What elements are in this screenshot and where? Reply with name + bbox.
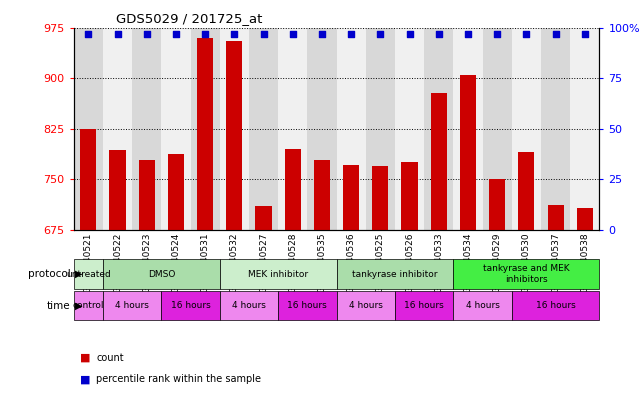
- Point: [288, 30, 298, 37]
- Bar: [256, 206, 272, 230]
- Text: percentile rank within the sample: percentile rank within the sample: [96, 374, 261, 384]
- Bar: [110, 150, 126, 230]
- Text: 4 hours: 4 hours: [115, 301, 149, 310]
- Bar: [162, 28, 190, 230]
- Bar: [132, 28, 162, 230]
- Bar: [424, 28, 453, 230]
- Point: [463, 30, 473, 37]
- Point: [83, 30, 94, 37]
- Point: [492, 30, 503, 37]
- Text: 16 hours: 16 hours: [171, 301, 210, 310]
- Bar: [220, 259, 337, 289]
- Bar: [519, 152, 535, 230]
- Bar: [74, 259, 103, 289]
- Bar: [138, 160, 154, 230]
- Point: [200, 30, 210, 37]
- Point: [346, 30, 356, 37]
- Bar: [162, 291, 220, 320]
- Bar: [314, 160, 330, 230]
- Text: ▶: ▶: [75, 269, 83, 279]
- Bar: [103, 259, 220, 289]
- Text: time: time: [47, 301, 71, 310]
- Text: protocol: protocol: [28, 269, 71, 279]
- Point: [521, 30, 531, 37]
- Bar: [570, 28, 599, 230]
- Text: ■: ■: [80, 353, 90, 363]
- Bar: [366, 28, 395, 230]
- Bar: [103, 28, 132, 230]
- Bar: [577, 208, 593, 230]
- Point: [551, 30, 561, 37]
- Point: [112, 30, 122, 37]
- Bar: [197, 38, 213, 230]
- Bar: [74, 291, 103, 320]
- Bar: [220, 28, 249, 230]
- Bar: [168, 154, 184, 230]
- Point: [375, 30, 385, 37]
- Bar: [395, 28, 424, 230]
- Bar: [190, 28, 220, 230]
- Bar: [401, 162, 417, 230]
- Point: [142, 30, 152, 37]
- Text: ■: ■: [80, 374, 90, 384]
- Text: 16 hours: 16 hours: [287, 301, 327, 310]
- Text: ▶: ▶: [75, 301, 83, 310]
- Text: untreated: untreated: [66, 270, 111, 279]
- Text: 16 hours: 16 hours: [404, 301, 444, 310]
- Bar: [226, 41, 242, 230]
- Text: control: control: [72, 301, 104, 310]
- Bar: [307, 28, 337, 230]
- Bar: [74, 28, 103, 230]
- Bar: [453, 259, 599, 289]
- Text: tankyrase and MEK
inhibitors: tankyrase and MEK inhibitors: [483, 264, 570, 284]
- Text: 4 hours: 4 hours: [349, 301, 383, 310]
- Bar: [453, 291, 512, 320]
- Bar: [372, 167, 388, 230]
- Bar: [453, 28, 483, 230]
- Bar: [431, 93, 447, 230]
- Bar: [80, 129, 96, 230]
- Text: count: count: [96, 353, 124, 363]
- Bar: [460, 75, 476, 230]
- Point: [229, 30, 240, 37]
- Text: 4 hours: 4 hours: [465, 301, 499, 310]
- Bar: [395, 291, 453, 320]
- Text: GDS5029 / 201725_at: GDS5029 / 201725_at: [116, 12, 262, 25]
- Point: [404, 30, 415, 37]
- Bar: [103, 291, 162, 320]
- Bar: [489, 179, 505, 230]
- Text: DMSO: DMSO: [147, 270, 175, 279]
- Bar: [220, 291, 278, 320]
- Point: [579, 30, 590, 37]
- Bar: [249, 28, 278, 230]
- Point: [317, 30, 327, 37]
- Bar: [483, 28, 512, 230]
- Text: 4 hours: 4 hours: [232, 301, 266, 310]
- Bar: [337, 291, 395, 320]
- Point: [258, 30, 269, 37]
- Text: 16 hours: 16 hours: [536, 301, 576, 310]
- Bar: [541, 28, 570, 230]
- Bar: [547, 205, 563, 230]
- Bar: [278, 28, 307, 230]
- Bar: [512, 291, 599, 320]
- Point: [433, 30, 444, 37]
- Text: MEK inhibitor: MEK inhibitor: [248, 270, 308, 279]
- Bar: [278, 291, 337, 320]
- Bar: [343, 165, 359, 230]
- Bar: [512, 28, 541, 230]
- Bar: [285, 149, 301, 230]
- Point: [171, 30, 181, 37]
- Bar: [337, 259, 453, 289]
- Text: tankyrase inhibitor: tankyrase inhibitor: [352, 270, 438, 279]
- Bar: [337, 28, 366, 230]
